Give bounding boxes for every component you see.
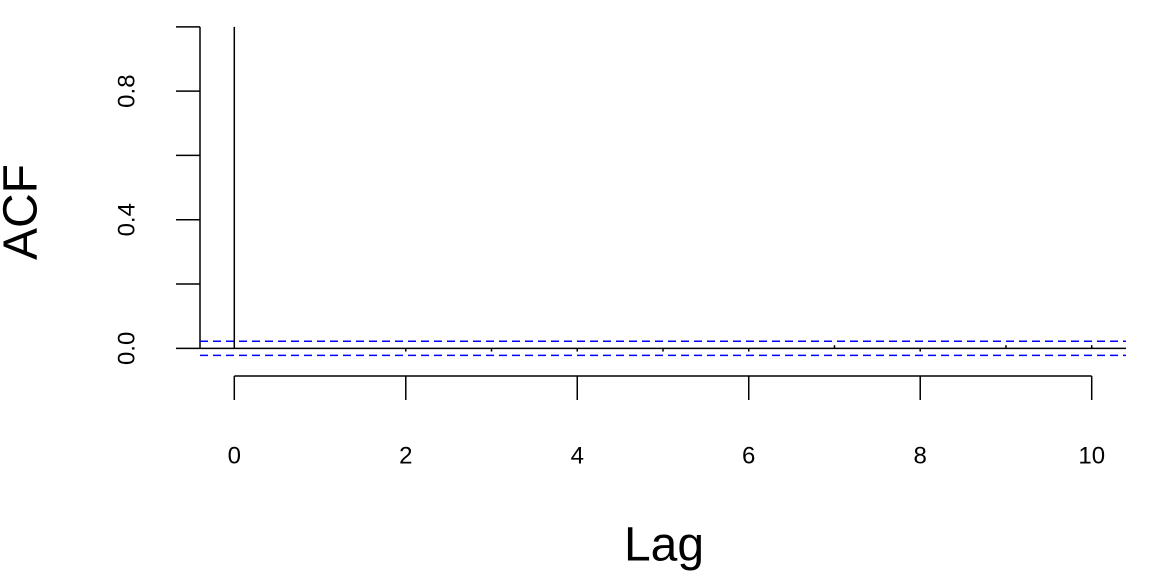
x-tick-label: 4 bbox=[571, 442, 584, 469]
x-tick-label: 8 bbox=[914, 442, 927, 469]
x-tick-label: 6 bbox=[742, 442, 755, 469]
x-tick-label: 2 bbox=[399, 442, 412, 469]
y-tick-label: 0.0 bbox=[113, 332, 140, 365]
x-tick-label: 0 bbox=[228, 442, 241, 469]
x-axis-label: Lag bbox=[624, 519, 704, 572]
y-tick-label: 0.4 bbox=[113, 203, 140, 236]
x-tick-label: 10 bbox=[1078, 442, 1105, 469]
y-axis-label: ACF bbox=[0, 164, 48, 260]
y-tick-label: 0.8 bbox=[113, 74, 140, 107]
